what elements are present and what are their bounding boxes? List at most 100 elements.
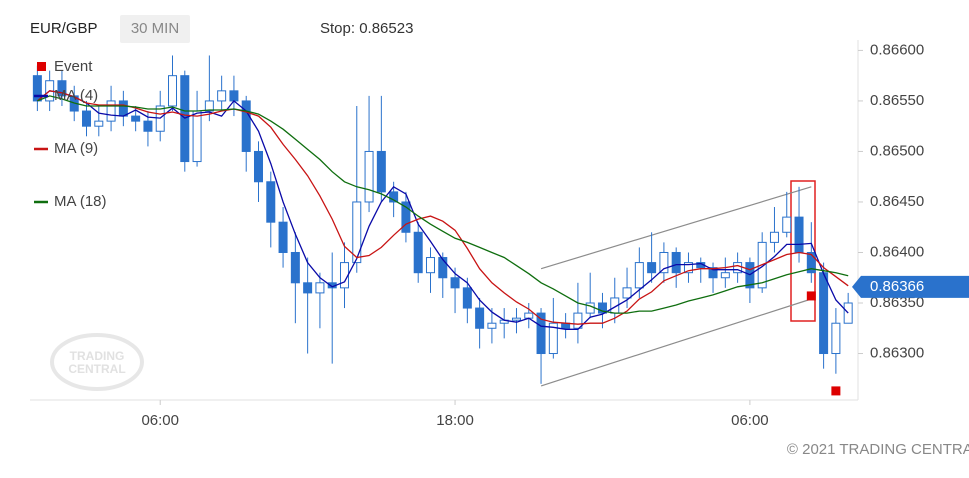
legend-label: MA (4) [54,87,98,104]
y-tick-label: 0.86500 [870,142,924,159]
symbol: EUR/GBP [30,20,98,37]
candle-body [819,272,829,355]
candle-body [733,262,743,274]
candle-body [106,100,116,122]
candle-body [585,302,595,314]
candle-body [671,251,681,274]
candle [364,95,374,213]
candle-body [32,75,42,102]
legend-label: Event [54,58,93,75]
candle-body [192,110,202,163]
event-marker [831,386,841,396]
x-tick-label: 06:00 [141,412,179,429]
ma-line [36,90,849,325]
legend-label: MA (18) [54,193,107,210]
candle [622,267,632,309]
candle-body [659,251,669,274]
candle [57,70,67,106]
candle-body [253,150,263,183]
candle [217,75,227,112]
candle [671,247,681,288]
candle [290,232,300,324]
x-tick-label: 18:00 [436,412,474,429]
candle-body [769,231,779,243]
candle-body [536,312,546,355]
watermark-text: CENTRAL [68,362,125,376]
candle [94,105,104,137]
candle-body [573,312,583,329]
candle [352,105,362,273]
watermark-text: TRADING [70,349,125,363]
x-tick-label: 06:00 [731,412,769,429]
channel-line [540,186,812,270]
y-tick-label: 0.86300 [870,344,924,361]
candle-body [438,257,448,279]
candle [106,85,116,132]
candle-body [450,277,460,289]
candle-body [413,231,423,274]
candle [831,308,841,374]
candle-body [634,262,644,289]
candle [573,282,583,344]
candle-body [290,251,300,284]
copyright: © 2021 TRADING CENTRAL [787,441,969,458]
candle-body [806,251,816,274]
candle [548,297,558,359]
candle [82,100,92,137]
candle-body [720,272,730,279]
candle-body [217,90,227,102]
candle [782,191,792,238]
candle-body [782,216,792,233]
candle [733,252,743,283]
candle-body [831,322,841,355]
ma-line [36,90,849,330]
candle-body [389,191,399,203]
candle-body [475,307,485,329]
candle-body [364,150,374,203]
candle [462,277,472,324]
candle-body [524,312,534,319]
candle-body [622,287,632,299]
candle-body [647,262,657,274]
candle-body [82,110,92,127]
candle [315,272,325,329]
candle [487,308,497,344]
candle [450,267,460,314]
candle-body [511,317,521,321]
candle [413,222,423,283]
timeframe-tab[interactable] [120,15,190,43]
candle-body [708,267,718,279]
candle-body [376,150,386,193]
channel-line [540,298,812,387]
candle-body [168,75,178,107]
candle-body [266,181,276,223]
watermark-ring [50,333,144,391]
candle-body [94,120,104,127]
candle-body [425,257,435,274]
candle [536,308,546,384]
candle [266,171,276,248]
timeframe[interactable]: 30 MIN [131,20,179,37]
legend-swatch [37,62,46,71]
candle [769,207,779,253]
candle [425,247,435,293]
last-price-label: 0.86366 [870,278,924,295]
candle-body [204,100,214,112]
candle [401,191,411,243]
y-tick-label: 0.86550 [870,92,924,109]
candle-body [118,100,128,117]
watermark: TRADING CENTRAL [50,333,144,391]
candle-body [229,90,239,102]
candle [511,308,521,334]
candle-body [131,115,141,122]
candle [168,55,178,112]
candle [720,257,730,288]
y-tick-label: 0.86350 [870,294,924,311]
candle-body [548,322,558,355]
candle-body [57,80,67,97]
candle [475,297,485,349]
ma-line [37,95,849,314]
